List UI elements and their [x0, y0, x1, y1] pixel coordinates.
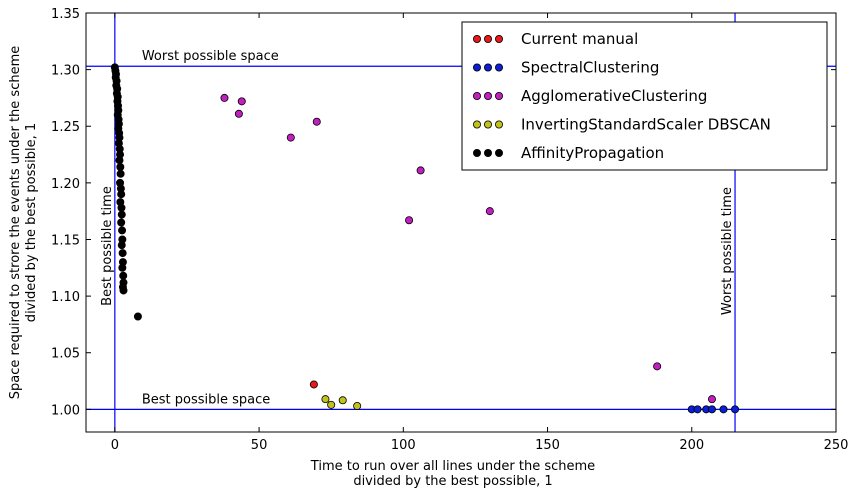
plot-frame [85, 12, 837, 433]
data-point [693, 405, 702, 414]
y-tick-label: 1.25 [51, 120, 80, 135]
data-point [353, 401, 362, 410]
data-point [321, 395, 330, 404]
legend-marker [483, 92, 492, 101]
legend-marker [483, 120, 492, 129]
legend-label: AgglomerativeClustering [521, 87, 707, 105]
x-tick-label: 50 [251, 438, 268, 453]
data-point [327, 400, 336, 409]
legend-label: InvertingStandardScaler DBSCAN [521, 116, 771, 134]
legend-marker [494, 148, 503, 157]
data-point [234, 109, 243, 118]
y-tick-label: 1.10 [51, 290, 80, 305]
y-tick-label: 1.20 [51, 177, 80, 192]
reference-line-label: Best possible time [100, 186, 115, 306]
legend-marker [472, 92, 481, 101]
data-point [118, 249, 127, 258]
x-tick-label: 250 [824, 438, 849, 453]
data-point [117, 190, 126, 199]
data-point [117, 218, 126, 227]
reference-line-label: Worst possible space [142, 49, 279, 64]
data-point [286, 133, 295, 142]
data-point [118, 226, 127, 235]
y-axis-title: divided by the best possible, 1 [24, 123, 39, 322]
legend-marker [472, 35, 481, 44]
x-axis-title: divided by the best possible, 1 [353, 474, 552, 489]
axis-titles: Time to run over all lines under the sch… [8, 46, 595, 489]
x-tick-label: 0 [111, 438, 119, 453]
legend-label: AffinityPropagation [521, 144, 664, 162]
legend-marker [472, 148, 481, 157]
data-point [133, 312, 142, 321]
x-tick-label: 100 [391, 438, 416, 453]
data-point [237, 97, 246, 106]
data-point [119, 271, 128, 280]
y-tick-label: 1.05 [51, 347, 80, 362]
legend-marker [494, 35, 503, 44]
axis-ticks: 0 50 100 150 200 250 1.00 1.05 1.10 1.15 1.20 1.25 1… [51, 7, 848, 453]
legend-box [461, 21, 828, 171]
data-point [312, 117, 321, 126]
data-point [117, 241, 126, 250]
legend-marker [472, 120, 481, 129]
y-tick-label: 1.15 [51, 233, 80, 248]
legend-marker [494, 120, 503, 129]
data-point [653, 362, 662, 371]
data-point [309, 380, 318, 389]
y-tick-label: 1.35 [51, 7, 80, 22]
data-point [220, 93, 229, 102]
data-point [118, 263, 127, 272]
y-tick-label: 1.00 [51, 403, 80, 418]
legend-label: Current manual [521, 30, 638, 48]
data-point [719, 405, 728, 414]
data-point [116, 163, 125, 172]
y-axis-title: Space required to strore the events unde… [8, 46, 23, 400]
legend-marker [472, 63, 481, 72]
reference-line-label: Best possible space [142, 392, 270, 407]
x-tick-label: 200 [679, 438, 704, 453]
data-point [117, 203, 126, 212]
data-point [707, 405, 716, 414]
legend-marker [483, 148, 492, 157]
data-point [119, 286, 128, 295]
data-point [115, 156, 124, 165]
data-point [416, 166, 425, 175]
data-points [110, 63, 740, 414]
x-axis-title: Time to run over all lines under the sch… [310, 459, 595, 474]
data-point [116, 169, 125, 178]
data-point [707, 395, 716, 404]
legend-label: SpectralClustering [521, 59, 659, 77]
data-point [117, 210, 126, 219]
data-point [405, 216, 414, 225]
legend-marker [483, 35, 492, 44]
legend-marker [483, 63, 492, 72]
legend-marker [494, 63, 503, 72]
y-tick-label: 1.30 [51, 64, 80, 79]
data-point [338, 396, 347, 405]
legend: Current manual SpectralClustering Agglomer… [461, 21, 828, 171]
legend-marker [494, 92, 503, 101]
reference-line-label: Worst possible time [720, 187, 735, 315]
x-tick-label: 150 [535, 438, 560, 453]
data-point [485, 207, 494, 216]
data-point [731, 405, 740, 414]
